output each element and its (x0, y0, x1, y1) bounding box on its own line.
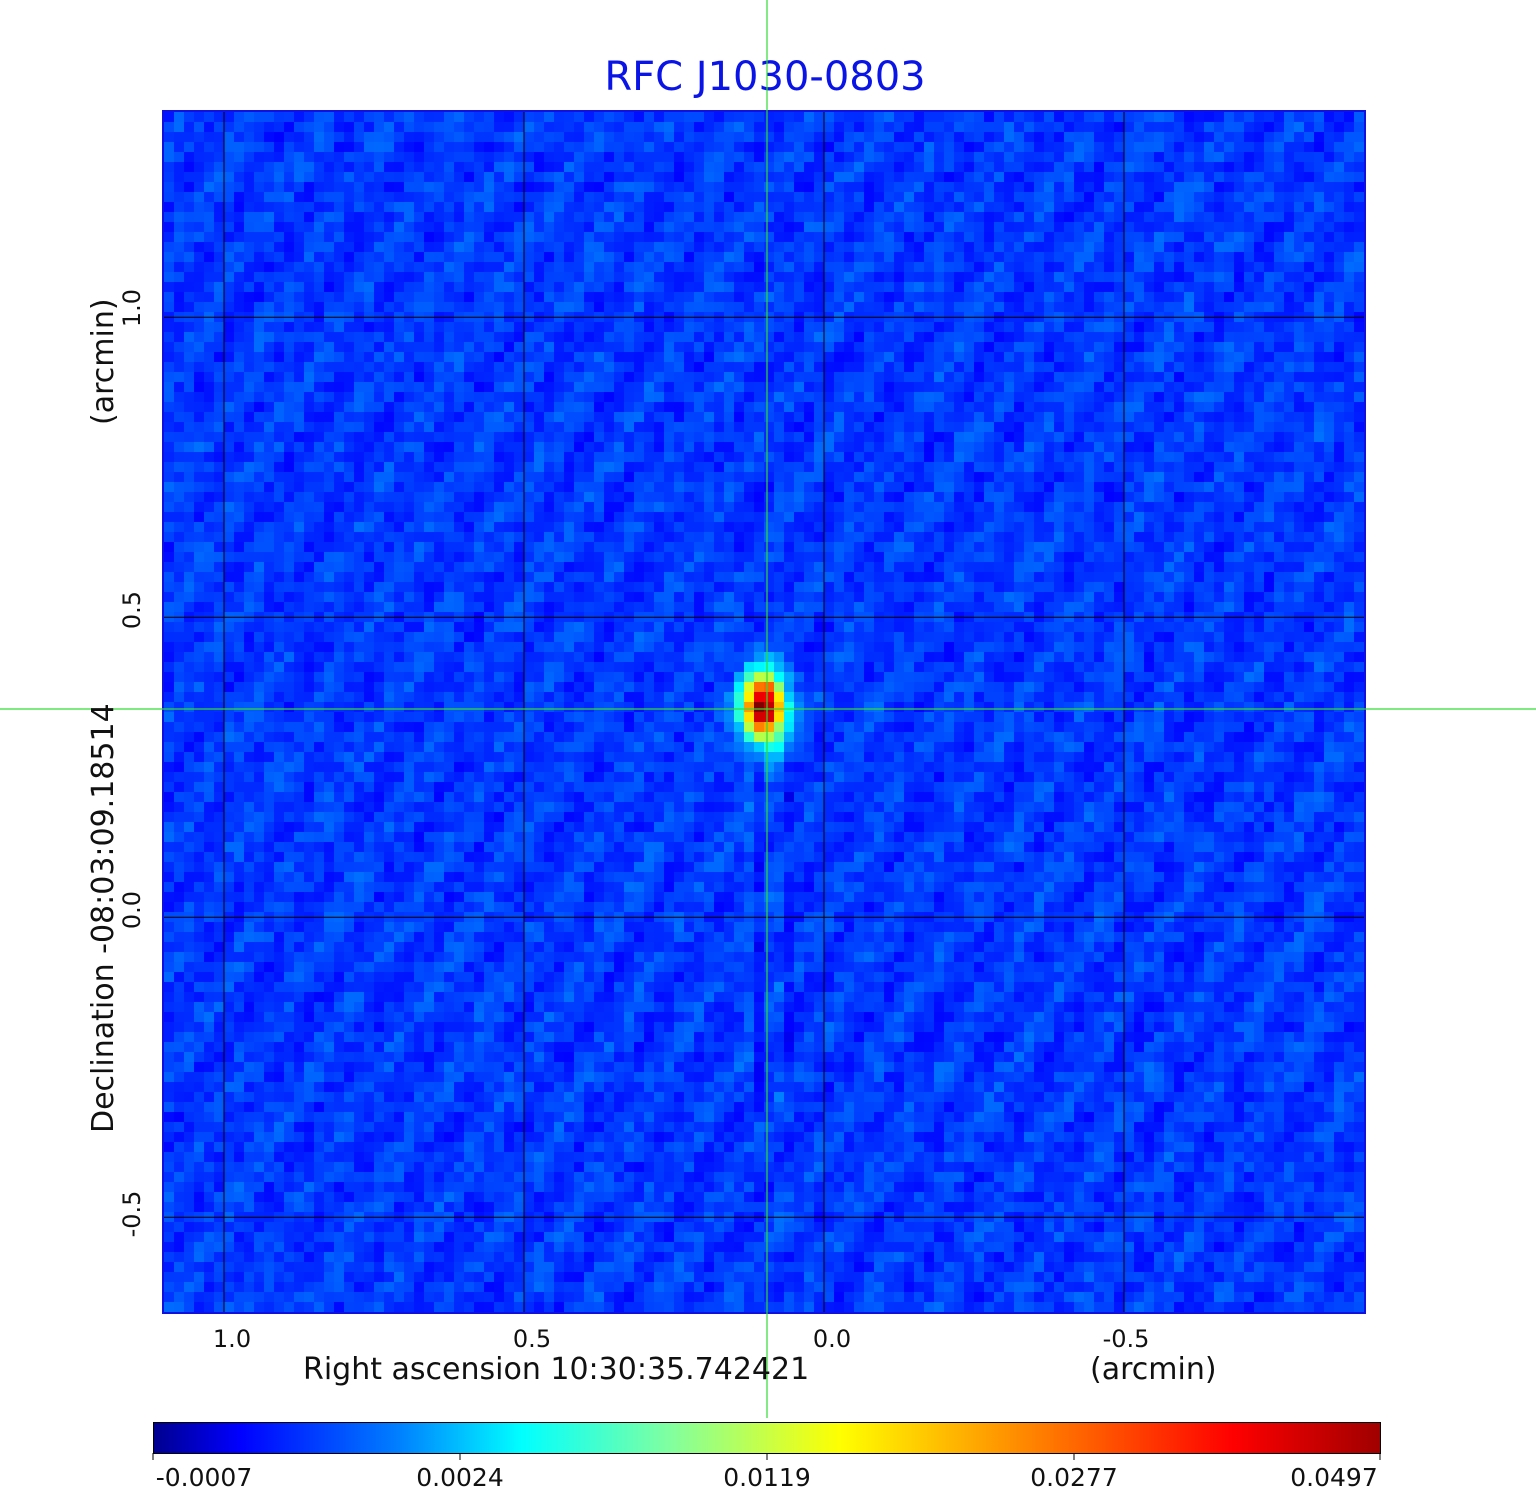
colorbar-tick-label: 0.0277 (1030, 1463, 1118, 1492)
y-axis-label: Declination -08:03:09.18514 (86, 703, 121, 1133)
x-tick-label: 0.0 (812, 1325, 852, 1353)
colorbar (153, 1422, 1381, 1454)
y-tick-label: -0.5 (118, 1190, 146, 1238)
colorbar-tick-label: 0.0497 (1290, 1463, 1378, 1492)
colorbar-tick-label: -0.0007 (155, 1463, 253, 1492)
x-axis-unit: (arcmin) (1090, 1352, 1217, 1387)
chart-title: RFC J1030-0803 (604, 54, 926, 100)
x-axis-label: Right ascension 10:30:35.742421 (303, 1352, 810, 1387)
x-tick-label: 0.5 (512, 1325, 552, 1353)
x-tick-label: -0.5 (1102, 1325, 1150, 1353)
y-tick-label: 0.5 (118, 590, 146, 630)
x-tick-label: 1.0 (212, 1325, 252, 1353)
colorbar-tick-label: 0.0119 (723, 1463, 811, 1492)
heatmap-image (164, 112, 1364, 1312)
plot-frame (162, 110, 1366, 1314)
y-tick-label: 1.0 (118, 288, 146, 328)
y-axis-unit: (arcmin) (86, 298, 121, 425)
grid-lines (164, 112, 1364, 1312)
colorbar-tick-label: 0.0024 (416, 1463, 504, 1492)
y-tick-label: 0.0 (118, 890, 146, 930)
